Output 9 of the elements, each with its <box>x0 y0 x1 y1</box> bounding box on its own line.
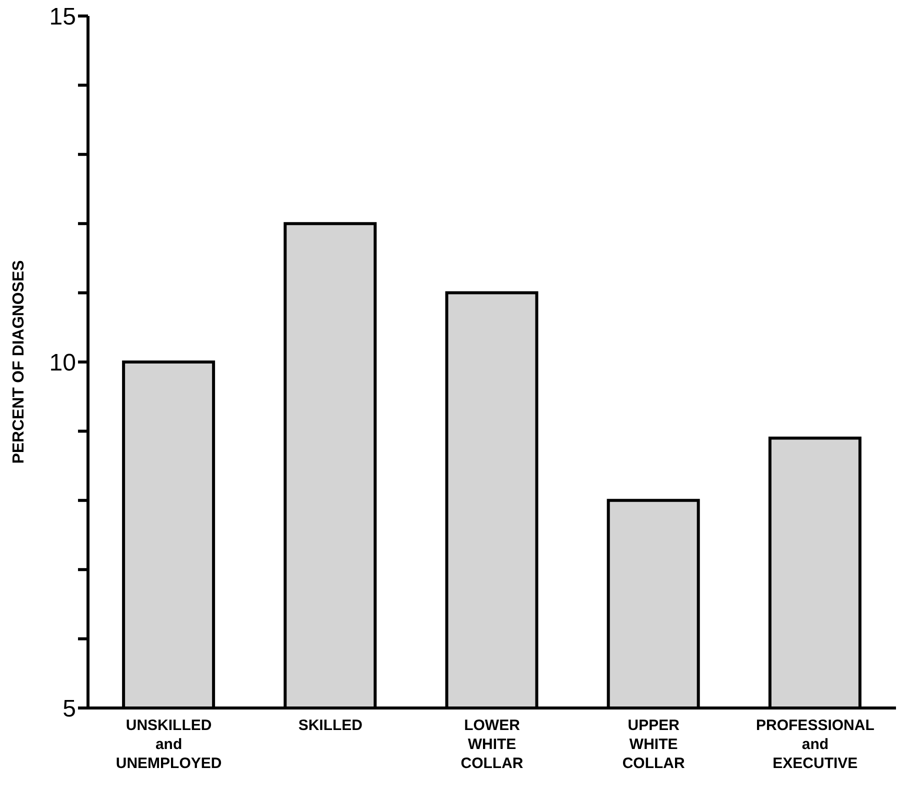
x-tick-label: PROFESSIONAL and EXECUTIVE <box>756 717 874 772</box>
y-tick-label: 5 <box>62 696 76 723</box>
x-tick-label: UPPER WHITE COLLAR <box>622 717 686 772</box>
y-tick-label: 10 <box>49 350 76 377</box>
x-tick-label: UNSKILLED and UNEMPLOYED <box>116 717 222 772</box>
y-tick-label: 15 <box>49 4 76 31</box>
x-tick-label: SKILLED <box>298 717 363 734</box>
x-tick-label: LOWER WHITE COLLAR <box>460 717 524 772</box>
y-axis-title: PERCENT OF DIAGNOSES <box>10 260 28 464</box>
